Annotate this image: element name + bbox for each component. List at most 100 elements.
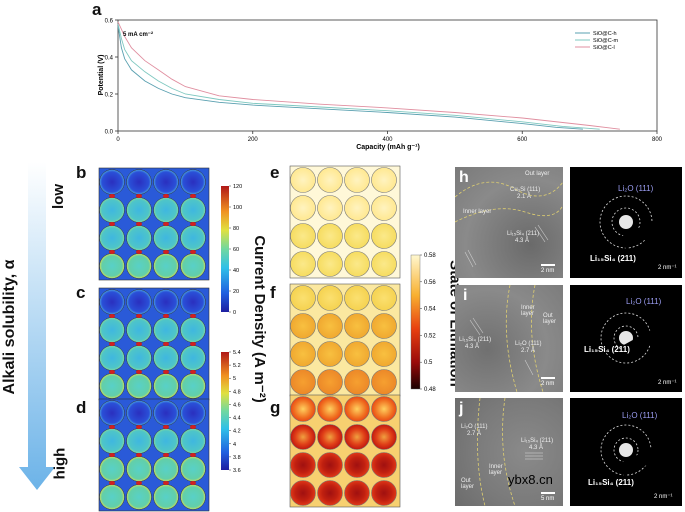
cd-particle (126, 253, 152, 279)
panel-label-e: e (270, 163, 280, 182)
scalebar-i (541, 377, 555, 379)
x-tick-label: 600 (517, 137, 528, 143)
cb-top-tick-label: 100 (233, 205, 242, 211)
cd-particle (126, 400, 152, 426)
panel-label-f: f (270, 283, 276, 302)
cd-particle (99, 197, 125, 223)
cd-particle (180, 253, 206, 279)
cb-top-tick-label: 80 (233, 226, 239, 232)
sol-particle (290, 223, 316, 249)
y-tick-label: 0.4 (105, 56, 114, 62)
cd-hotspot (163, 194, 169, 198)
layer-boundary-inner (502, 398, 516, 506)
x-tick-label: 0 (116, 137, 120, 143)
cd-particle (126, 317, 152, 343)
cb-top-tick-label: 120 (233, 184, 242, 190)
li-label-h: Li₁₅Si₄ (211) (507, 231, 540, 237)
cd-particle (180, 456, 206, 482)
legend-label: SiO@C-m (593, 38, 619, 44)
cd-hotspot (136, 342, 142, 346)
cd-particle (99, 253, 125, 279)
panel-label-d: d (76, 398, 87, 417)
cd-hotspot (163, 250, 169, 254)
sol-particle (317, 369, 343, 395)
sol-particle (371, 480, 397, 506)
panel-label-c: c (76, 283, 86, 302)
sol-particle (290, 452, 316, 478)
cd-particle (180, 345, 206, 371)
cd-particle (99, 428, 125, 454)
cb-top-tick-label: 0 (233, 310, 236, 316)
cd-particle (180, 225, 206, 251)
sol-particle (290, 167, 316, 193)
li2o-d-label-i: 2.7 Å (521, 348, 536, 354)
cd-hotspot (136, 370, 142, 374)
cd-particle (153, 317, 179, 343)
cd-hotspot (163, 314, 169, 318)
cd-hotspot (190, 481, 196, 485)
cb-bottom-tick-label: 4.2 (233, 429, 241, 435)
sol-particle (371, 341, 397, 367)
sol-particle (317, 396, 343, 422)
sol-particle (290, 341, 316, 367)
sol-particle (290, 285, 316, 311)
y-axis-label: Potential (V) (98, 55, 105, 96)
y-tick-label: 0.2 (105, 93, 114, 99)
li-label-j: Li₁₅Si₄ (211) (521, 438, 554, 444)
cb-top-tick-label: 60 (233, 247, 239, 253)
legend-label: SiO@C-h (593, 31, 617, 37)
cd-hotspot (190, 194, 196, 198)
out-layer-label-i: Out layer (543, 313, 557, 325)
sol-particle (371, 313, 397, 339)
cd-particle (126, 197, 152, 223)
cd-hotspot (109, 222, 115, 226)
panel-label-j: j (459, 400, 464, 417)
saed-pattern-j: Li₂O (111) Li₁₅Si₄ (211) 2 nm⁻¹ (570, 398, 682, 506)
cd-particle (126, 345, 152, 371)
cd-particle (126, 225, 152, 251)
sol-particle (371, 167, 397, 193)
scale-label-j: 5 nm (541, 496, 555, 502)
cd-particle (126, 456, 152, 482)
beam-stopper (620, 313, 682, 360)
cd-particle (126, 373, 152, 399)
cd-hotspot (109, 314, 115, 318)
cd-hotspot (136, 314, 142, 318)
li15-label-saed-i: Li₁₅Si₄ (211) (584, 345, 630, 354)
y-tick-label: 0.6 (105, 19, 114, 25)
current-density-label: Current Density (A m⁻²) (251, 235, 268, 403)
current-density-colorbar: 120 100 80 60 40 20 0 5.4 5.2 5 4.8 4.6 4.4 4.2 4 3.8 3… (221, 184, 242, 474)
sol-tick-label: 0.58 (424, 253, 436, 259)
central-beam (619, 331, 633, 345)
sol-particle (344, 369, 370, 395)
sol-particle (344, 341, 370, 367)
beam-stopper (620, 207, 682, 249)
panel-label-g: g (270, 398, 281, 417)
cd-particle (153, 456, 179, 482)
cd-particle (99, 400, 125, 426)
alkali-arrow (19, 162, 55, 490)
cd-hotspot (163, 370, 169, 374)
sol-particle (344, 396, 370, 422)
gradient-arrow-shape (19, 162, 55, 490)
cd-particle (126, 484, 152, 510)
legend-label: SiO@C-l (593, 45, 615, 51)
out-layer-label-j: Out layer (461, 478, 475, 490)
cd-particle (153, 428, 179, 454)
cd-particle (153, 373, 179, 399)
scale-label-saed-i: 2 nm⁻¹ (658, 380, 677, 386)
cd-particle (99, 373, 125, 399)
cd-particle (153, 225, 179, 251)
cd-hotspot (136, 425, 142, 429)
cb-bottom-tick-label: 3.6 (233, 468, 241, 474)
saed-pattern-h: Li₂O (111) Li₁₅Si₄ (211) 2 nm⁻¹ (570, 167, 682, 278)
sol-particle (317, 341, 343, 367)
series-line-SiO@C-l (117, 21, 620, 130)
cd-hotspot (190, 314, 196, 318)
cd-particle (99, 169, 125, 195)
lattice-fringes (469, 317, 534, 376)
cb-bottom-tick-label: 4.6 (233, 402, 241, 408)
cd-hotspot (109, 342, 115, 346)
series-line-SiO@C-h (117, 25, 583, 130)
